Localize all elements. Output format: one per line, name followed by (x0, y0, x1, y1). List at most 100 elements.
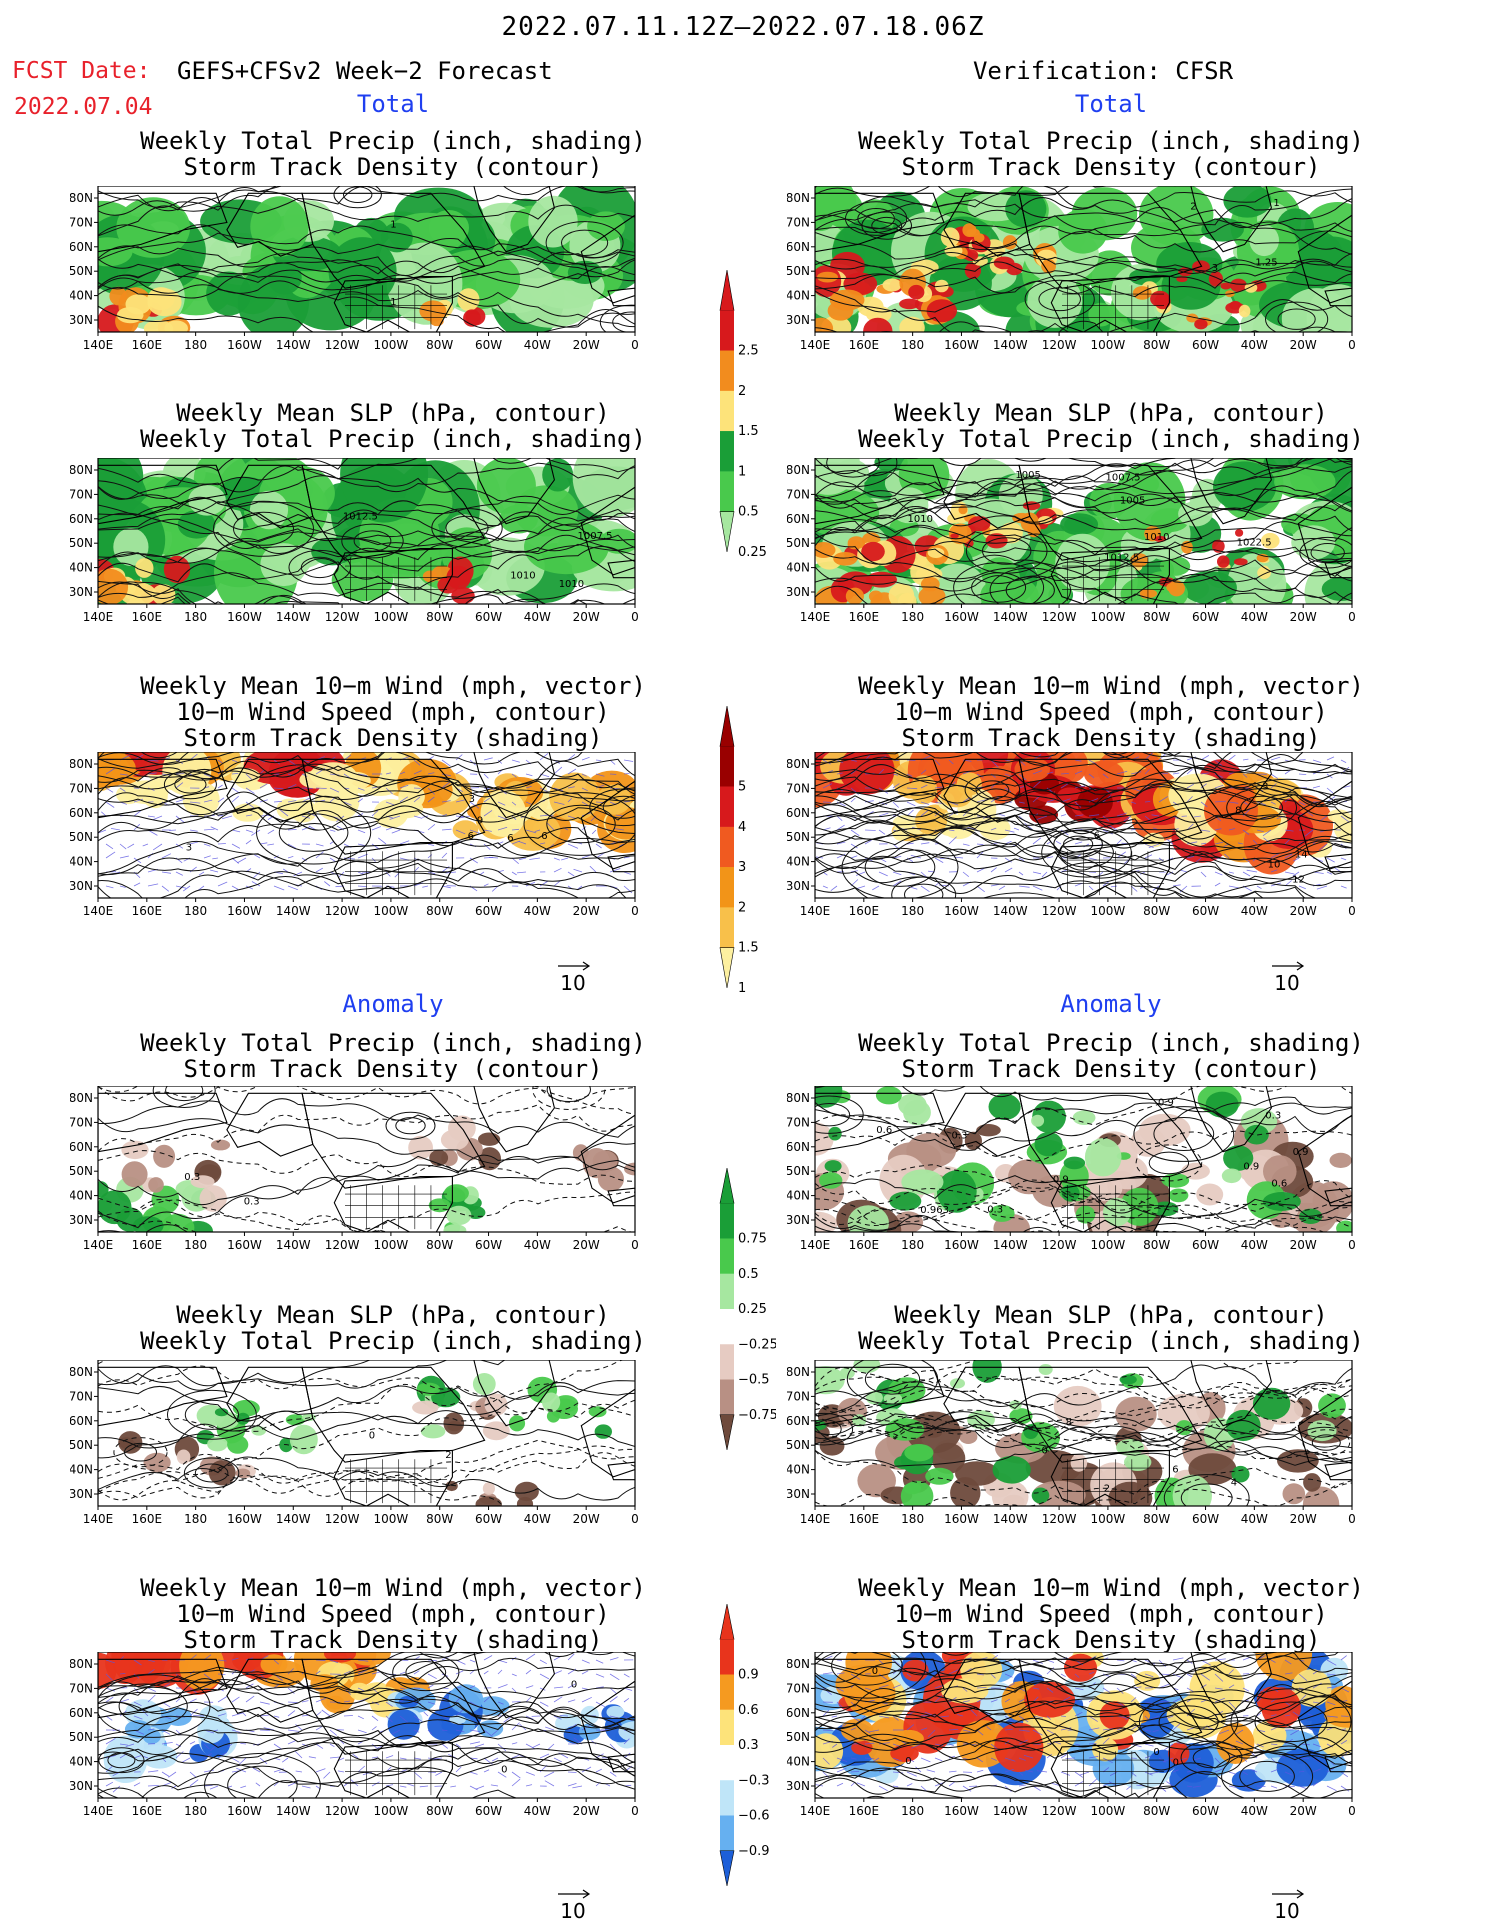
reference-vector-label: 10 (1274, 1899, 1299, 1923)
plot-content: 11 (98, 186, 635, 332)
wind-vector (371, 1715, 379, 1722)
wind-vector (1144, 1771, 1153, 1776)
wind-vector (525, 1669, 532, 1675)
contour-label: 4 (1231, 1477, 1237, 1488)
contour-line (98, 186, 635, 211)
shading-cell (815, 1733, 844, 1770)
wind-vector (231, 843, 241, 849)
colorbar-label: −0.75 (738, 1408, 776, 1423)
shading-cell (148, 1177, 164, 1193)
wind-vector (1055, 840, 1062, 845)
lon-tick-label: 100W (374, 610, 409, 624)
contour-line (392, 1653, 460, 1692)
lon-tick-label: 120W (1042, 1512, 1077, 1526)
wind-vector (1163, 1757, 1174, 1763)
wind-vector (906, 809, 914, 817)
wind-vector (609, 1743, 618, 1752)
wind-vector (105, 1659, 115, 1664)
wind-vector (1088, 885, 1094, 891)
contour-line (815, 1378, 1352, 1412)
wind-vector (212, 857, 219, 860)
contour-line (98, 266, 635, 290)
coastline-siberia (815, 192, 945, 253)
wind-vector (413, 796, 421, 803)
title-line: Weekly Total Precip (inch, shading) (140, 127, 646, 155)
lon-tick-label: 180 (184, 1512, 207, 1526)
wind-vector (525, 1784, 533, 1787)
contour-label: 0.9 (1053, 1175, 1069, 1186)
lat-tick-label: 50N (70, 264, 93, 278)
wind-vector (1228, 1785, 1238, 1788)
wind-vector (210, 1743, 219, 1752)
wind-vector (591, 829, 597, 835)
shading-cell (1220, 282, 1232, 290)
contour-line (815, 752, 1352, 820)
lon-tick-label: 140E (83, 1238, 114, 1252)
reference-vector-label: 10 (1274, 971, 1299, 995)
contour-line (815, 1360, 1299, 1387)
lon-tick-label: 80W (1143, 904, 1170, 918)
wind-vector (231, 885, 239, 890)
lon-tick-label: 80W (426, 1804, 453, 1818)
contour-line (98, 1104, 635, 1152)
shading-cell (1005, 190, 1047, 228)
wind-vector (957, 1714, 964, 1717)
wind-vector (850, 855, 858, 859)
shading-cell (941, 1678, 989, 1704)
contour-line (98, 528, 635, 569)
wind-vector (469, 801, 480, 809)
wind-vector (1307, 1713, 1314, 1717)
contour-line (98, 187, 635, 237)
wind-vector (133, 1782, 141, 1787)
shading-cell (420, 1424, 446, 1439)
contour-line (98, 752, 635, 792)
lon-tick-label: 140W (993, 1512, 1028, 1526)
contour-line (602, 795, 635, 819)
wind-vector (1214, 815, 1222, 822)
contour-line (815, 458, 1352, 484)
lon-tick-label: 140E (800, 338, 831, 352)
contour-label: 1007.5 (578, 531, 613, 542)
lat-tick-label: 40N (70, 855, 93, 869)
contour-line (98, 752, 541, 783)
colorbar-segment (720, 1344, 734, 1380)
wind-vector (595, 801, 603, 803)
wind-vector (892, 856, 902, 859)
shading-cell (833, 459, 870, 488)
wind-vector (1256, 1785, 1266, 1787)
shading-cell (143, 1452, 171, 1473)
shading-cell (476, 458, 536, 514)
wind-vector (1312, 759, 1322, 763)
obs-anomaly-section-label: Anomaly (1060, 990, 1162, 1018)
wind-vector (252, 871, 261, 879)
lon-tick-label: 60W (1192, 610, 1219, 624)
lon-tick-label: 160E (849, 338, 880, 352)
contour-line (1221, 1750, 1314, 1798)
wind-vector (567, 1783, 577, 1787)
title-line: Weekly Mean 10−m Wind (mph, vector) (140, 1574, 646, 1602)
coastline-iberia (1324, 1461, 1352, 1481)
wind-vector (423, 1711, 429, 1717)
shading-cell (992, 1456, 1031, 1484)
wind-vector (1032, 837, 1042, 845)
wind-vector (864, 1742, 875, 1745)
contour-line (353, 530, 392, 552)
lon-tick-label: 60W (475, 338, 502, 352)
wind-vector (245, 773, 253, 780)
contour-label: 0.3 (952, 1131, 968, 1142)
wind-vector (483, 1670, 489, 1675)
lon-tick-label: 80W (426, 904, 453, 918)
wind-vector (497, 815, 509, 821)
contour-line (98, 1155, 635, 1229)
contour-line (213, 500, 314, 557)
wind-vector (105, 851, 116, 859)
wind-vector (1165, 1715, 1174, 1720)
wind-vector (483, 797, 491, 803)
wind-vector (329, 829, 336, 832)
wind-vector (855, 871, 866, 876)
wind-vector (259, 842, 268, 845)
wind-vector (553, 1686, 564, 1689)
